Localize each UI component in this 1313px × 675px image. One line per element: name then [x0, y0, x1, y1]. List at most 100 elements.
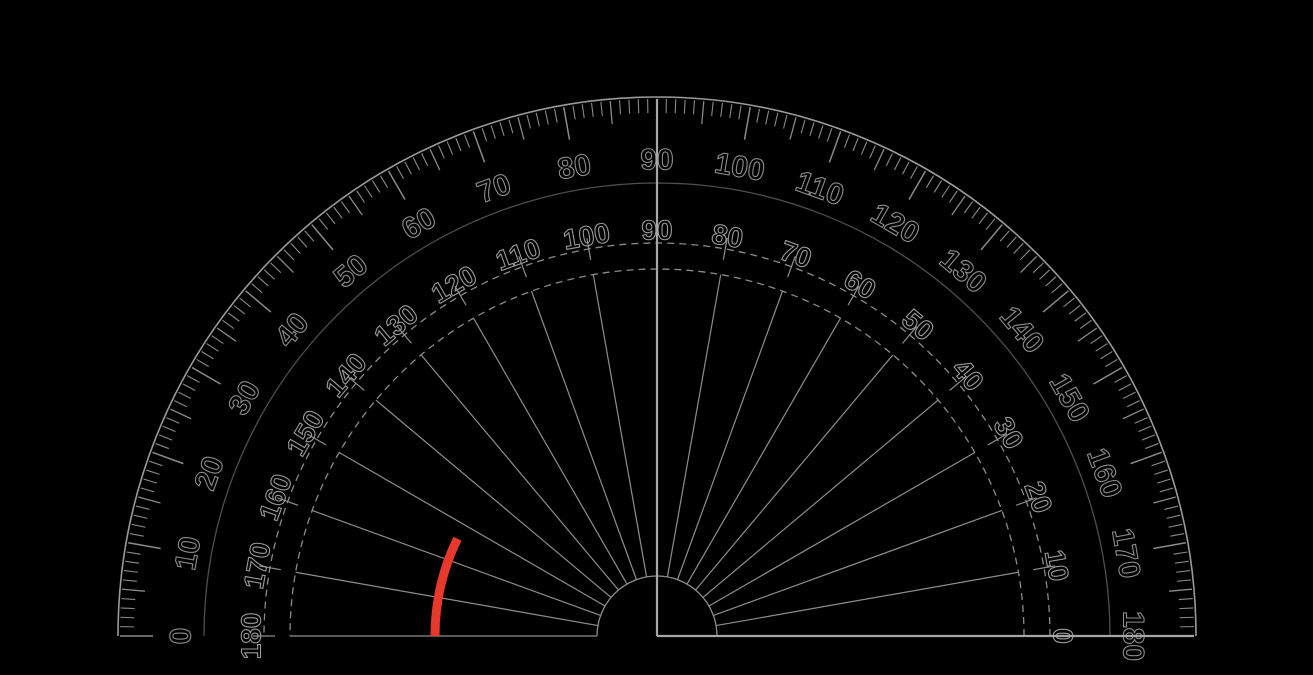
scale-tick — [618, 100, 622, 115]
scale-tick — [517, 117, 525, 140]
scale-tick — [318, 218, 329, 230]
scale-tick — [809, 122, 815, 137]
scale-tick — [869, 145, 876, 159]
scale-tick — [1177, 579, 1192, 582]
scale-tick — [949, 190, 958, 203]
scale-tick — [325, 212, 336, 225]
outer-scale-label: 30 — [222, 375, 267, 420]
scale-tick — [297, 236, 308, 248]
scale-tick — [1154, 469, 1168, 475]
scale-tick — [348, 195, 363, 216]
outer-rim — [117, 96, 1197, 637]
inner-scale-label: 50 — [896, 303, 940, 347]
inner-scale-label: 10 — [1039, 547, 1075, 583]
scale-tick — [729, 104, 733, 119]
scale-tick — [1153, 496, 1176, 504]
scale-tick — [544, 110, 549, 125]
scale-tick — [818, 125, 824, 139]
scale-tick — [233, 304, 246, 315]
outer-scale-label: 120 — [865, 197, 925, 251]
scale-tick — [191, 366, 221, 385]
radial-degree-line — [702, 399, 939, 598]
scale-tick — [270, 262, 282, 274]
scale-tick — [125, 560, 140, 564]
scale-tick — [472, 131, 486, 163]
scale-tick — [1032, 262, 1044, 274]
outer-scale-cross-tick — [454, 285, 467, 306]
scale-tick — [152, 451, 184, 465]
scale-tick — [756, 108, 760, 123]
scale-tick — [196, 358, 209, 368]
outer-scale-label: 130 — [933, 243, 993, 300]
scale-tick — [999, 230, 1010, 242]
scale-tick — [1141, 434, 1156, 441]
outer-scale-cross-tick — [987, 433, 1008, 446]
scale-tick — [1045, 276, 1057, 287]
scale-tick — [526, 114, 532, 129]
inner-scale-label: 180 — [236, 613, 267, 660]
scale-tick — [283, 249, 295, 261]
scale-tick — [581, 104, 585, 119]
outer-scale-label: 100 — [712, 147, 767, 188]
scale-tick — [404, 161, 412, 175]
inner-scale-label: 70 — [776, 235, 816, 275]
inner-scale-label: 160 — [253, 470, 298, 525]
outer-scale-cross-tick — [347, 375, 365, 391]
scale-tick — [1051, 283, 1063, 294]
radial-degree-line — [472, 317, 628, 585]
scale-tick — [963, 201, 974, 214]
scale-tick — [257, 276, 269, 287]
scale-tick — [743, 107, 751, 140]
scale-tick — [1145, 443, 1159, 450]
scale-tick — [554, 108, 558, 123]
outer-scale-cross-tick — [722, 238, 728, 260]
scale-tick — [572, 105, 576, 120]
scale-tick — [206, 343, 219, 352]
scale-tick — [1174, 560, 1189, 564]
scale-tick — [1178, 597, 1193, 601]
scale-tick — [1068, 304, 1081, 315]
scale-tick — [364, 185, 373, 198]
scale-tick — [464, 134, 471, 148]
scale-tick — [263, 269, 275, 280]
outer-scale-cross-tick — [396, 326, 412, 344]
scale-tick — [1093, 366, 1123, 385]
scale-tick — [129, 533, 144, 537]
scale-tick — [122, 579, 137, 582]
scale-tick — [902, 161, 910, 175]
scale-tick — [1039, 269, 1051, 280]
scale-tick — [600, 101, 603, 116]
outer-scale-cross-tick — [1033, 565, 1055, 571]
scale-tick — [123, 570, 138, 573]
scale-tick — [120, 607, 135, 610]
red-angle-marker — [430, 536, 462, 637]
outer-scale-label: 20 — [188, 452, 230, 495]
scale-tick — [591, 102, 594, 117]
center-marks-group — [655, 99, 1194, 638]
scale-tick — [852, 137, 859, 152]
scale-tick — [1138, 425, 1152, 433]
radial-degree-line — [686, 317, 842, 585]
scale-tick — [1019, 255, 1038, 274]
radial-degree-line — [295, 571, 599, 627]
scale-tick — [438, 145, 445, 159]
scale-tick — [121, 588, 146, 592]
scale-tick — [893, 157, 902, 171]
scale-tick — [711, 101, 714, 116]
scale-tick — [126, 551, 141, 555]
inner-scale-label: 140 — [319, 347, 373, 403]
scale-tick — [340, 201, 351, 214]
scale-tick — [481, 128, 488, 142]
scale-tick — [1151, 460, 1165, 467]
scale-tick — [128, 542, 161, 550]
scale-tick — [311, 224, 334, 251]
scale-tick — [885, 153, 893, 167]
scale-tick — [1019, 249, 1031, 261]
scale-tick — [371, 180, 381, 193]
inner-scale-label: 20 — [1019, 477, 1059, 517]
scale-tick — [985, 218, 996, 230]
scale-tick — [1013, 242, 1024, 254]
scale-tick — [140, 487, 155, 493]
outer-scale-label: 150 — [1042, 368, 1096, 428]
